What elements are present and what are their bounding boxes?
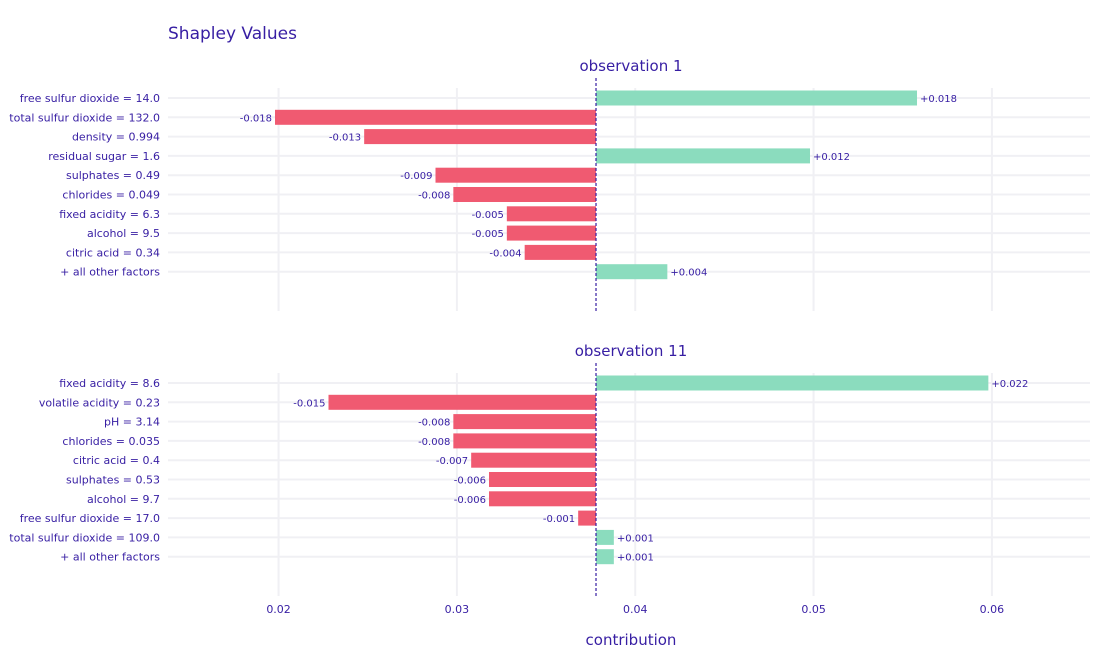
chart-title: Shapley Values (168, 24, 297, 44)
bar[interactable] (471, 452, 597, 468)
data-label: -0.005 (472, 229, 504, 240)
bar[interactable] (596, 549, 614, 565)
x-tick-label: 0.05 (801, 603, 826, 616)
bar[interactable] (506, 206, 597, 222)
data-label: -0.008 (418, 418, 450, 429)
bar[interactable] (489, 491, 597, 507)
x-tick-label: 0.02 (266, 603, 291, 616)
bar[interactable] (596, 529, 614, 545)
category-label: + all other factors (60, 551, 160, 564)
bar[interactable] (489, 472, 597, 487)
panel-observation: observation 11 fixed acidity = 8.6 +0.022 v… (9, 342, 1090, 596)
bar[interactable] (578, 510, 597, 526)
category-label: alcohol = 9.5 (87, 227, 160, 240)
category-label: citric acid = 0.34 (66, 246, 160, 259)
data-label: +0.022 (991, 379, 1028, 390)
bar[interactable] (364, 129, 597, 145)
bar[interactable] (596, 264, 668, 280)
category-label: residual sugar = 1.6 (48, 150, 160, 163)
data-label: +0.001 (617, 553, 654, 564)
category-label: sulphates = 0.49 (66, 169, 160, 182)
category-label: fixed acidity = 6.3 (59, 208, 160, 221)
x-tick-label: 0.04 (623, 603, 648, 616)
data-label: -0.007 (436, 456, 468, 467)
category-label: fixed acidity = 8.6 (59, 377, 160, 390)
bar[interactable] (596, 375, 989, 391)
bar[interactable] (596, 90, 918, 106)
data-label: -0.008 (418, 191, 450, 202)
panel-subtitle: observation 1 (579, 57, 682, 75)
bar[interactable] (453, 187, 597, 202)
x-axis: 0.02 0.03 0.04 0.05 0.06 (266, 603, 1004, 616)
data-label: -0.009 (400, 171, 432, 182)
category-label: volatile acidity = 0.23 (39, 396, 160, 409)
panel-subtitle: observation 11 (575, 342, 688, 360)
data-label: -0.008 (418, 437, 450, 448)
data-label: +0.012 (813, 152, 850, 163)
bar[interactable] (506, 225, 597, 241)
data-label: -0.018 (240, 113, 272, 124)
data-label: +0.004 (670, 268, 707, 279)
data-label: +0.018 (920, 94, 957, 105)
category-label: total sulfur dioxide = 109.0 (9, 531, 160, 544)
category-label: citric acid = 0.4 (73, 454, 160, 467)
data-label: +0.001 (617, 533, 654, 544)
x-axis-label: contribution (586, 631, 677, 649)
bar[interactable] (435, 167, 597, 183)
bar[interactable] (453, 433, 597, 449)
category-label: free sulfur dioxide = 14.0 (20, 92, 160, 105)
x-tick-label: 0.06 (980, 603, 1005, 616)
bar[interactable] (328, 394, 597, 410)
category-label: alcohol = 9.7 (87, 493, 160, 506)
category-label: chlorides = 0.035 (62, 435, 160, 448)
category-label: chlorides = 0.049 (62, 189, 160, 202)
bar[interactable] (524, 244, 597, 260)
category-label: pH = 3.14 (104, 416, 160, 429)
category-label: + all other factors (60, 266, 160, 279)
data-label: -0.004 (489, 248, 521, 259)
category-label: sulphates = 0.53 (66, 474, 160, 487)
category-label: density = 0.994 (72, 131, 160, 144)
data-label: -0.001 (543, 514, 575, 525)
bar[interactable] (275, 109, 597, 125)
data-label: -0.015 (293, 398, 325, 409)
panel-observation: observation 1 free sulfur dioxide = 14.0 +… (9, 57, 1090, 311)
data-label: -0.005 (472, 210, 504, 221)
data-label: -0.006 (454, 495, 486, 506)
chart-panels: observation 1 free sulfur dioxide = 14.0 +… (9, 57, 1090, 596)
data-label: -0.013 (329, 133, 361, 144)
data-label: -0.006 (454, 476, 486, 487)
category-label: free sulfur dioxide = 17.0 (20, 512, 160, 525)
bar[interactable] (453, 414, 597, 430)
x-tick-label: 0.03 (445, 603, 470, 616)
category-label: total sulfur dioxide = 132.0 (9, 111, 160, 124)
bar[interactable] (596, 148, 811, 164)
